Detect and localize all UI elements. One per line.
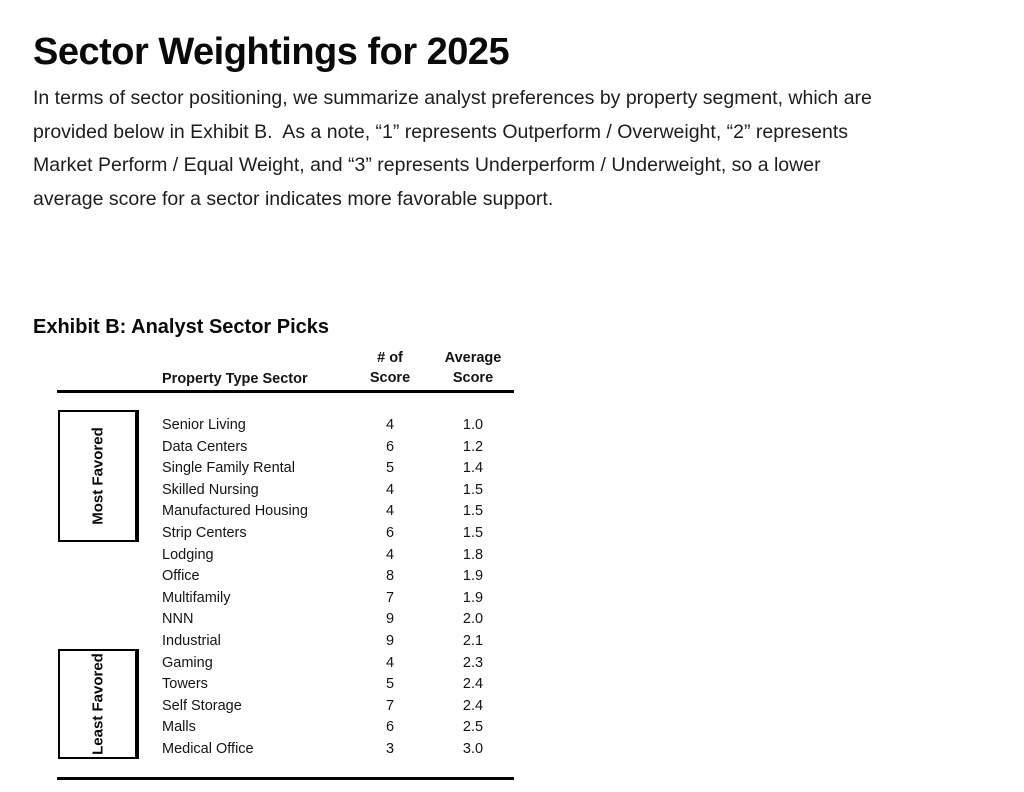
- sector-name-cell: Towers: [162, 676, 208, 693]
- score-count-cell: 4: [385, 417, 395, 433]
- sector-name-cell: Medical Office: [162, 740, 254, 757]
- average-score-cell: 1.8: [462, 546, 484, 563]
- average-score-cell: 1.9: [462, 568, 484, 585]
- table-row: Gaming 4 2.3: [57, 653, 514, 675]
- sector-name-cell: Gaming: [162, 654, 213, 671]
- score-count-cell: 6: [385, 719, 395, 736]
- average-score-cell: 1.2: [462, 438, 484, 455]
- average-score-cell: 1.4: [462, 460, 484, 477]
- table-row: Senior Living 4 1.0: [57, 415, 514, 437]
- table-row: Medical Office 3 3.0: [57, 739, 514, 761]
- column-header-average-score: Average Score: [443, 349, 503, 388]
- table-row: Multifamily 7 1.9: [57, 588, 514, 610]
- intro-paragraph: In terms of sector positioning, we summa…: [33, 82, 872, 216]
- score-count-cell: 3: [385, 740, 395, 757]
- score-count-cell: 4: [385, 503, 395, 520]
- score-count-cell: 8: [385, 568, 395, 585]
- score-count-cell: 6: [385, 524, 395, 541]
- score-count-cell: 4: [385, 546, 395, 563]
- table-row: Skilled Nursing 4 1.5: [57, 480, 514, 502]
- table-row: Data Centers 6 1.2: [57, 437, 514, 459]
- most-favored-label: Most Favored: [89, 427, 106, 525]
- sector-name-cell: Senior Living: [162, 417, 246, 433]
- average-score-cell: 2.3: [462, 654, 484, 671]
- score-count-cell: 4: [385, 654, 395, 671]
- score-count-cell: 5: [385, 676, 395, 693]
- score-count-cell: 4: [385, 481, 395, 498]
- average-score-cell: 2.4: [462, 676, 484, 693]
- average-score-cell: 2.1: [462, 632, 484, 649]
- table-row: Strip Centers 6 1.5: [57, 523, 514, 545]
- sector-name-cell: Malls: [162, 719, 196, 736]
- column-header-sector: Property Type Sector: [162, 371, 308, 387]
- sector-name-cell: Skilled Nursing: [162, 481, 259, 498]
- average-score-cell: 2.0: [462, 611, 484, 628]
- sector-name-cell: Office: [162, 568, 200, 585]
- table-bottom-rule: [57, 777, 514, 780]
- average-score-cell: 1.9: [462, 589, 484, 606]
- average-score-cell: 1.0: [462, 417, 484, 433]
- sector-name-cell: NNN: [162, 611, 194, 628]
- average-score-cell: 3.0: [462, 740, 484, 757]
- column-header-average-score-line1: Average: [444, 350, 502, 366]
- table-row: Office 8 1.9: [57, 566, 514, 588]
- least-favored-bracket: Least Favored: [58, 649, 139, 759]
- table-row: Industrial 9 2.1: [57, 631, 514, 653]
- table-header: Property Type Sector # of Score Average …: [57, 346, 514, 393]
- sector-name-cell: Single Family Rental: [162, 460, 295, 477]
- column-header-score-count-line1: # of: [377, 350, 403, 366]
- sector-name-cell: Lodging: [162, 546, 214, 563]
- paragraph-line: Market Perform / Equal Weight, and “3” r…: [33, 154, 821, 177]
- paragraph-line: In terms of sector positioning, we summa…: [33, 87, 872, 109]
- score-count-cell: 7: [385, 697, 395, 714]
- average-score-cell: 2.4: [462, 697, 484, 714]
- average-score-cell: 1.5: [462, 481, 484, 498]
- paragraph-line: provided below in Exhibit B. As a note, …: [33, 120, 849, 143]
- sector-name-cell: Data Centers: [162, 438, 248, 455]
- table-row: Self Storage 7 2.4: [57, 696, 514, 718]
- column-header-score-count-line2: Score: [369, 369, 411, 386]
- paragraph-line: average score for a sector indicates mor…: [33, 187, 554, 210]
- exhibit-title: Exhibit B: Analyst Sector Picks: [33, 315, 330, 338]
- sector-name-cell: Multifamily: [162, 589, 231, 606]
- score-count-cell: 5: [385, 460, 395, 477]
- page-title: Sector Weightings for 2025: [33, 31, 510, 74]
- table-row: Single Family Rental 5 1.4: [57, 458, 514, 480]
- average-score-cell: 1.5: [462, 524, 484, 541]
- table-row: NNN 9 2.0: [57, 609, 514, 631]
- most-favored-bracket: Most Favored: [58, 410, 139, 542]
- average-score-cell: 1.5: [462, 503, 484, 520]
- least-favored-label: Least Favored: [89, 653, 106, 755]
- score-count-cell: 9: [385, 632, 395, 649]
- sector-name-cell: Manufactured Housing: [162, 503, 308, 520]
- score-count-cell: 7: [385, 589, 395, 606]
- table-rows: Senior Living 4 1.0 Data Centers 6 1.2 Single …: [57, 393, 514, 761]
- sector-name-cell: Strip Centers: [162, 524, 247, 541]
- sector-name-cell: Self Storage: [162, 697, 242, 714]
- table-row: Manufactured Housing 4 1.5: [57, 501, 514, 523]
- column-header-score-count: # of Score: [360, 349, 420, 388]
- sector-name-cell: Industrial: [162, 632, 221, 649]
- table-row: Malls 6 2.5: [57, 717, 514, 739]
- average-score-cell: 2.5: [462, 719, 484, 736]
- score-count-cell: 9: [385, 611, 395, 628]
- table-row: Lodging 4 1.8: [57, 545, 514, 567]
- column-header-average-score-line2: Score: [452, 369, 494, 386]
- table-row: Towers 5 2.4: [57, 674, 514, 696]
- score-count-cell: 6: [385, 438, 395, 455]
